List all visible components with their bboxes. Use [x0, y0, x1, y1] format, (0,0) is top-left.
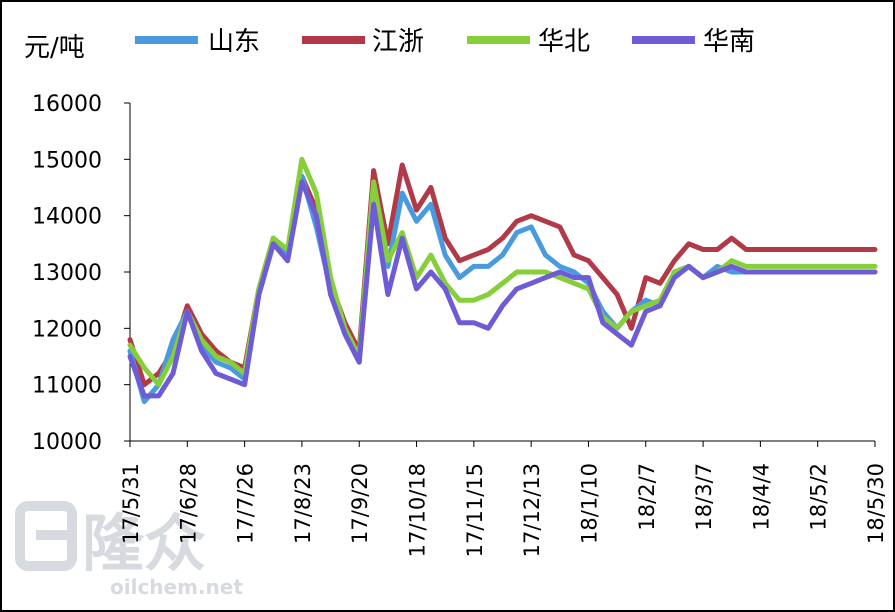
y-tick-label: 11000 [32, 374, 102, 399]
x-tick-label: 17/10/18 [406, 463, 430, 557]
watermark-url: oilchem.net [110, 575, 243, 599]
legend-item-huabei[interactable]: 华北 [467, 27, 590, 57]
x-tick-label: 17/12/13 [520, 463, 544, 557]
x-tick-label: 18/5/2 [807, 463, 831, 531]
legend-label-huabei: 华北 [538, 27, 590, 57]
legend-item-shandong[interactable]: 山东 [135, 27, 260, 57]
x-tick-label: 17/7/26 [234, 463, 258, 544]
axes [124, 102, 876, 447]
y-axis-unit-label: 元/吨 [24, 33, 85, 63]
watermark-mark-bar [36, 530, 72, 540]
x-tick-label: 17/8/23 [291, 463, 315, 544]
series-line-1 [127, 162, 878, 388]
x-tick-label: 18/1/10 [577, 463, 601, 544]
y-tick-label: 15000 [32, 148, 102, 173]
y-tick-label: 10000 [32, 430, 102, 455]
x-tick-label: 18/3/7 [692, 463, 716, 531]
plot-area [127, 156, 878, 405]
watermark-logo-text: 隆众 [82, 507, 206, 580]
x-tick-label: 17/11/15 [463, 463, 487, 557]
watermark-mark-icon [15, 501, 77, 571]
legend-item-jiangzhe[interactable]: 江浙 [302, 27, 424, 57]
x-tick-label: 18/2/7 [635, 463, 659, 531]
y-tick-label: 13000 [32, 261, 102, 286]
watermark-logo: 隆众 oilchem.net [15, 501, 243, 599]
x-tick-label: 18/5/30 [864, 463, 888, 544]
y-tick-label: 16000 [32, 92, 102, 117]
x-tick-label: 18/4/4 [749, 463, 773, 531]
legend-item-huanan[interactable]: 华南 [632, 27, 755, 57]
legend-label-huanan: 华南 [703, 27, 755, 57]
y-tick-label: 14000 [32, 205, 102, 230]
series-line-3 [127, 179, 878, 399]
x-tick-label: 17/9/20 [348, 463, 372, 544]
y-tick-labels: 10000 11000 12000 13000 14000 15000 16000 [32, 92, 102, 455]
legend-label-shandong: 山东 [208, 27, 260, 57]
x-tick-labels: 17/5/31 17/6/28 17/7/26 17/8/23 17/9/20 17/10… [119, 463, 888, 557]
legend-label-jiangzhe: 江浙 [372, 27, 424, 57]
legend: 山东 江浙 华北 华南 [135, 27, 755, 57]
y-tick-label: 12000 [32, 317, 102, 342]
x-tick-label: 17/5/31 [119, 463, 143, 544]
x-tick-label: 17/6/28 [176, 463, 200, 544]
